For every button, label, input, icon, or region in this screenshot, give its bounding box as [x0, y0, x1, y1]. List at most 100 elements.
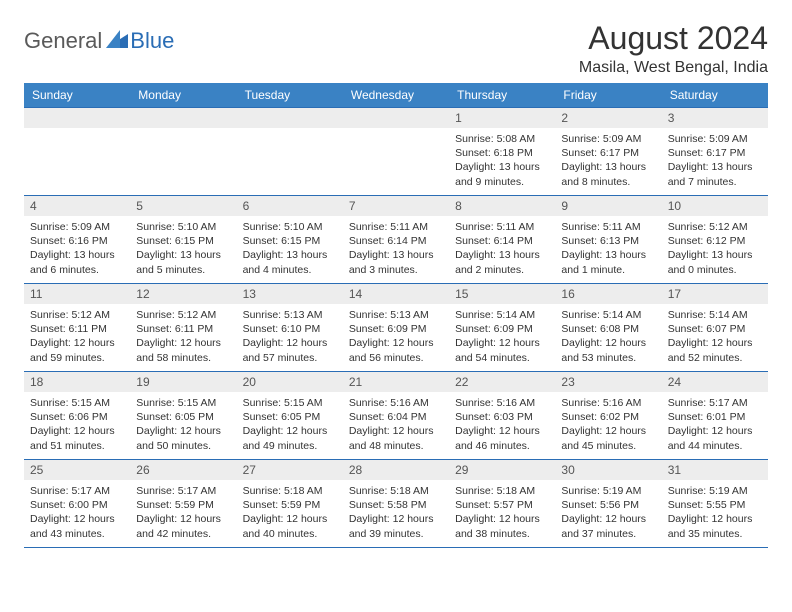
daylight: Daylight: 12 hours and 39 minutes.: [349, 512, 443, 540]
day-details: Sunrise: 5:16 AMSunset: 6:03 PMDaylight:…: [449, 392, 555, 455]
day-details: Sunrise: 5:12 AMSunset: 6:11 PMDaylight:…: [130, 304, 236, 367]
sunrise: Sunrise: 5:14 AM: [455, 308, 549, 322]
sunrise-label: Sunrise:: [455, 397, 496, 409]
daylight-label: Daylight:: [561, 249, 605, 261]
calendar-cell: [24, 108, 130, 196]
sunset-label: Sunset:: [30, 411, 69, 423]
daylight-label: Daylight:: [136, 249, 180, 261]
sunrise: Sunrise: 5:18 AM: [455, 484, 549, 498]
sunrise-value: 5:15 AM: [284, 397, 323, 409]
sunset-label: Sunset:: [349, 411, 388, 423]
daylight-label: Daylight:: [30, 513, 74, 525]
sunset-value: 6:03 PM: [494, 411, 533, 423]
sunrise: Sunrise: 5:18 AM: [349, 484, 443, 498]
calendar-cell: 14Sunrise: 5:13 AMSunset: 6:09 PMDayligh…: [343, 284, 449, 372]
daylight: Daylight: 12 hours and 48 minutes.: [349, 424, 443, 452]
sunrise-value: 5:15 AM: [71, 397, 110, 409]
sunset-label: Sunset:: [561, 411, 600, 423]
sunrise-label: Sunrise:: [668, 397, 709, 409]
sunrise: Sunrise: 5:16 AM: [561, 396, 655, 410]
daylight: Daylight: 12 hours and 59 minutes.: [30, 336, 124, 364]
sunrise: Sunrise: 5:12 AM: [668, 220, 762, 234]
sunset-label: Sunset:: [30, 235, 69, 247]
sunrise: Sunrise: 5:12 AM: [136, 308, 230, 322]
daylight-label: Daylight:: [243, 425, 287, 437]
sunset: Sunset: 6:15 PM: [136, 234, 230, 248]
day-details: Sunrise: 5:18 AMSunset: 5:59 PMDaylight:…: [237, 480, 343, 543]
sunrise: Sunrise: 5:18 AM: [243, 484, 337, 498]
daylight: Daylight: 12 hours and 45 minutes.: [561, 424, 655, 452]
sunrise-value: 5:12 AM: [71, 309, 110, 321]
sunset-label: Sunset:: [136, 323, 175, 335]
header: General Blue August 2024 Masila, West Be…: [24, 20, 768, 77]
sunrise-value: 5:14 AM: [603, 309, 642, 321]
daylight-label: Daylight:: [668, 425, 712, 437]
day-number: 26: [130, 460, 236, 480]
day-number: [130, 108, 236, 128]
sunset-label: Sunset:: [455, 147, 494, 159]
sunrise-value: 5:17 AM: [178, 485, 217, 497]
day-number: 10: [662, 196, 768, 216]
sunset: Sunset: 6:14 PM: [349, 234, 443, 248]
sunset-value: 5:58 PM: [387, 499, 426, 511]
daylight: Daylight: 13 hours and 3 minutes.: [349, 248, 443, 276]
day-details: Sunrise: 5:15 AMSunset: 6:05 PMDaylight:…: [130, 392, 236, 455]
daylight: Daylight: 12 hours and 42 minutes.: [136, 512, 230, 540]
sunset-label: Sunset:: [668, 411, 707, 423]
day-details: Sunrise: 5:08 AMSunset: 6:18 PMDaylight:…: [449, 128, 555, 191]
sunrise-value: 5:08 AM: [497, 133, 536, 145]
sunset-label: Sunset:: [30, 499, 69, 511]
logo-text-general: General: [24, 28, 102, 54]
daylight: Daylight: 13 hours and 2 minutes.: [455, 248, 549, 276]
sunrise: Sunrise: 5:15 AM: [243, 396, 337, 410]
day-number: 22: [449, 372, 555, 392]
sunset: Sunset: 5:59 PM: [243, 498, 337, 512]
sunrise-label: Sunrise:: [243, 397, 284, 409]
day-details: Sunrise: 5:09 AMSunset: 6:16 PMDaylight:…: [24, 216, 130, 279]
sunrise-value: 5:09 AM: [709, 133, 748, 145]
day-number: 4: [24, 196, 130, 216]
sunset: Sunset: 6:05 PM: [136, 410, 230, 424]
calendar-cell: 8Sunrise: 5:11 AMSunset: 6:14 PMDaylight…: [449, 196, 555, 284]
daylight: Daylight: 12 hours and 54 minutes.: [455, 336, 549, 364]
sunrise-value: 5:19 AM: [603, 485, 642, 497]
daylight-label: Daylight:: [349, 337, 393, 349]
day-header: Monday: [130, 83, 236, 108]
day-number: 25: [24, 460, 130, 480]
calendar-cell: 5Sunrise: 5:10 AMSunset: 6:15 PMDaylight…: [130, 196, 236, 284]
sunrise: Sunrise: 5:19 AM: [668, 484, 762, 498]
day-number: 5: [130, 196, 236, 216]
day-details: Sunrise: 5:12 AMSunset: 6:12 PMDaylight:…: [662, 216, 768, 279]
daylight: Daylight: 12 hours and 52 minutes.: [668, 336, 762, 364]
sunset-label: Sunset:: [455, 411, 494, 423]
sunset-label: Sunset:: [30, 323, 69, 335]
sunrise-value: 5:16 AM: [603, 397, 642, 409]
sunrise-value: 5:12 AM: [178, 309, 217, 321]
daylight-label: Daylight:: [30, 425, 74, 437]
day-details: Sunrise: 5:11 AMSunset: 6:14 PMDaylight:…: [343, 216, 449, 279]
sunset-value: 6:17 PM: [600, 147, 639, 159]
calendar-week: 4Sunrise: 5:09 AMSunset: 6:16 PMDaylight…: [24, 196, 768, 284]
calendar-cell: 2Sunrise: 5:09 AMSunset: 6:17 PMDaylight…: [555, 108, 661, 196]
sunrise-value: 5:13 AM: [284, 309, 323, 321]
sunrise-value: 5:12 AM: [709, 221, 748, 233]
day-number: 8: [449, 196, 555, 216]
sunset-label: Sunset:: [136, 499, 175, 511]
sunset-label: Sunset:: [668, 499, 707, 511]
sunrise-label: Sunrise:: [455, 485, 496, 497]
daylight-label: Daylight:: [668, 249, 712, 261]
sunrise-label: Sunrise:: [243, 309, 284, 321]
sunrise-value: 5:17 AM: [709, 397, 748, 409]
daylight: Daylight: 13 hours and 0 minutes.: [668, 248, 762, 276]
day-details: Sunrise: 5:17 AMSunset: 6:01 PMDaylight:…: [662, 392, 768, 455]
sunset-value: 6:05 PM: [175, 411, 214, 423]
sunrise-value: 5:14 AM: [709, 309, 748, 321]
sunset-label: Sunset:: [243, 235, 282, 247]
sunrise: Sunrise: 5:09 AM: [668, 132, 762, 146]
sunset-value: 5:59 PM: [281, 499, 320, 511]
sunset: Sunset: 6:02 PM: [561, 410, 655, 424]
logo-mark-icon: [106, 30, 128, 53]
sunrise-label: Sunrise:: [30, 485, 71, 497]
sunset-value: 6:17 PM: [706, 147, 745, 159]
sunrise: Sunrise: 5:17 AM: [30, 484, 124, 498]
